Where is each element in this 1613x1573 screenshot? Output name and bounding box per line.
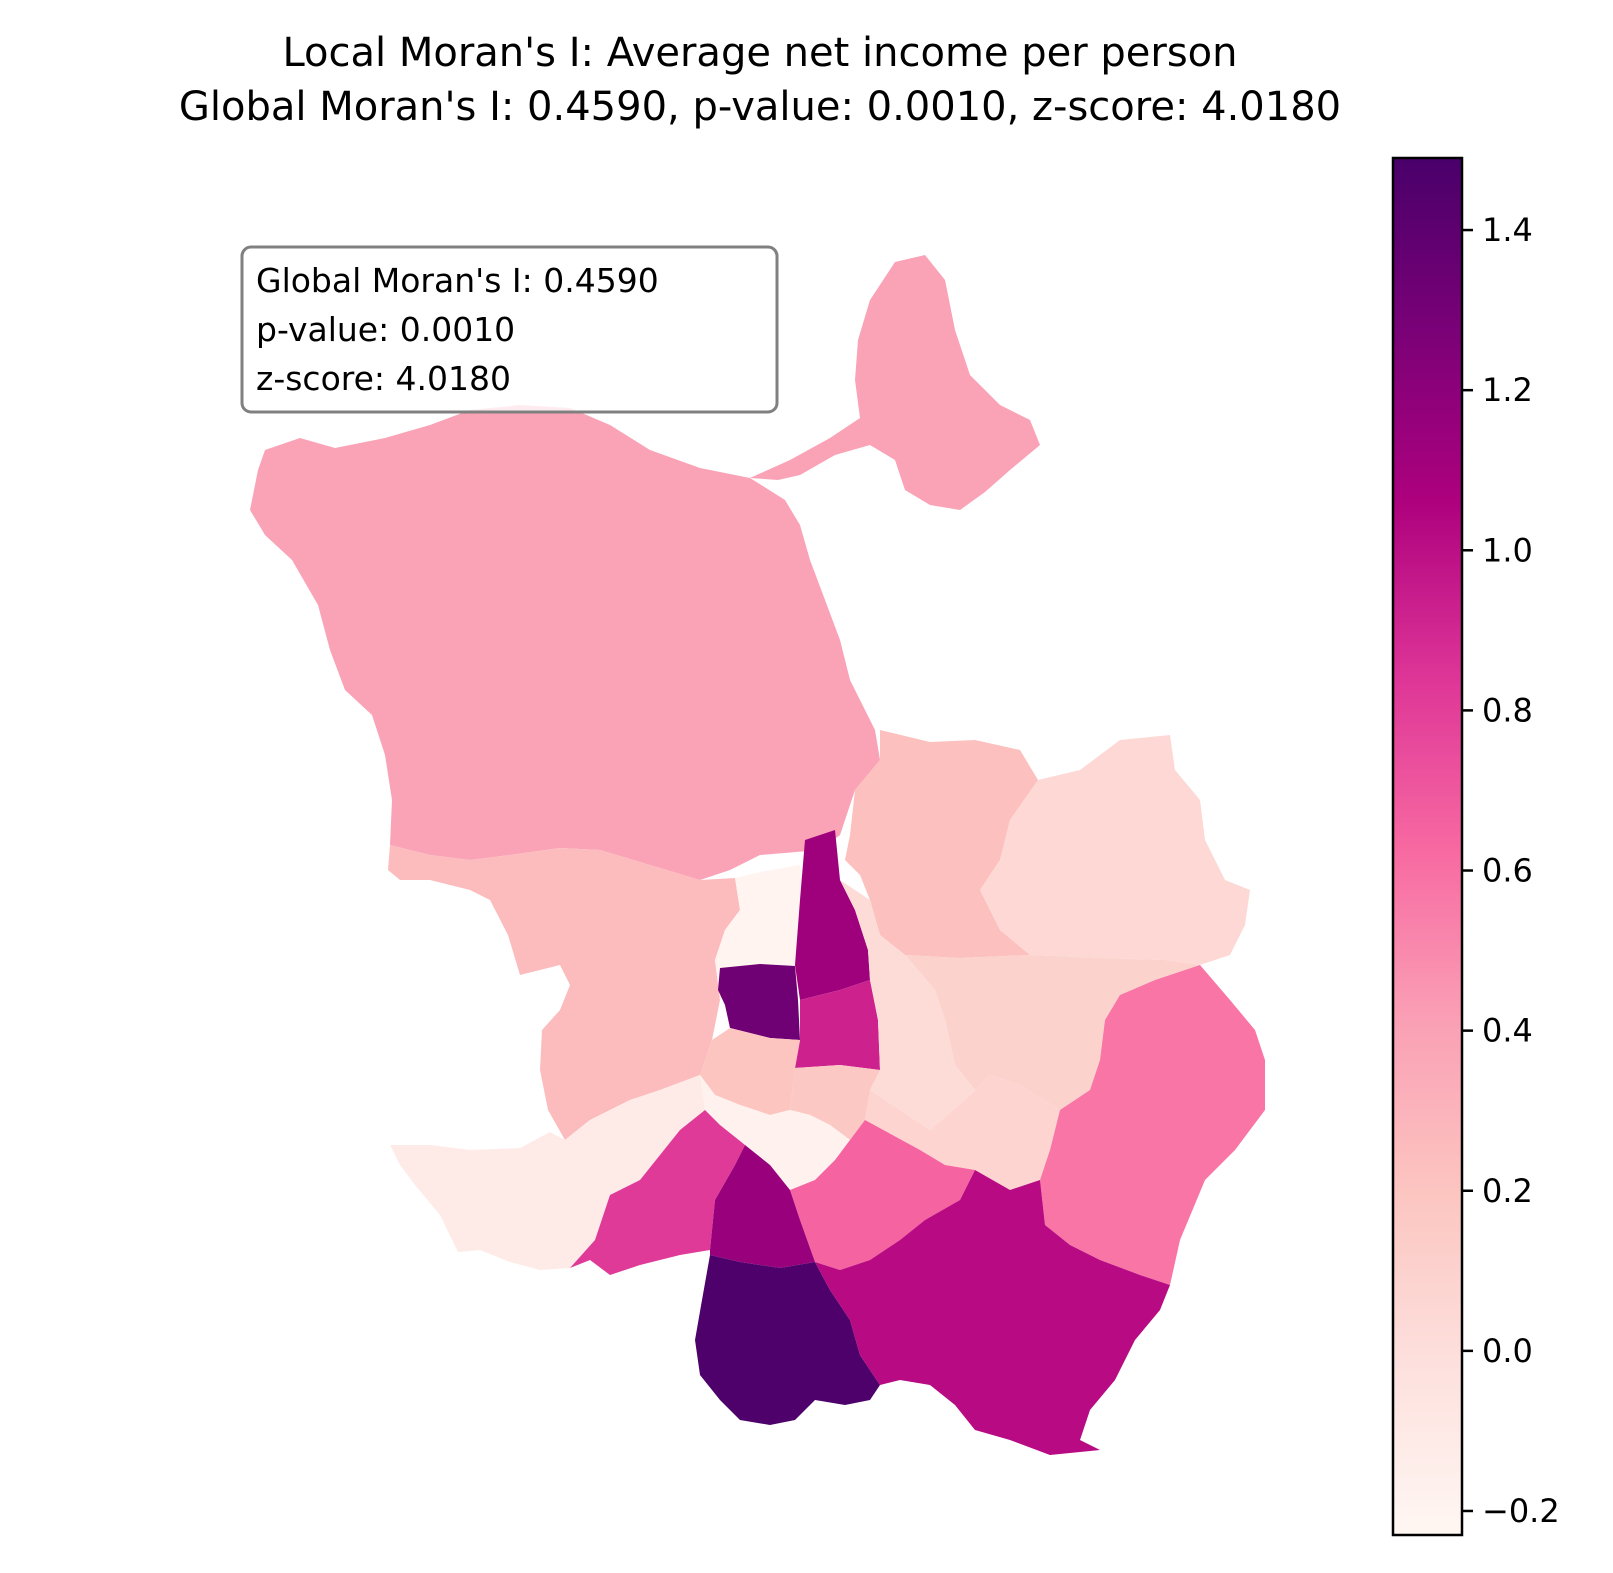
region-north-east (980, 735, 1250, 965)
region-west-central (388, 845, 740, 1140)
region-south-deep (695, 1255, 880, 1425)
region-center-small (700, 1028, 800, 1115)
colorbar-tick-label: 1.4 (1482, 211, 1533, 249)
colorbar-tick-label: 1.0 (1482, 531, 1533, 569)
region-north-east-lobe (750, 255, 1040, 510)
region-center-magenta (795, 980, 880, 1070)
region-east-central (905, 955, 1200, 1110)
region-north-central (845, 730, 1038, 958)
stats-box: Global Moran's I: 0.4590 p-value: 0.0010… (240, 245, 779, 414)
region-south-magenta (570, 1110, 745, 1275)
stats-box-moran: Global Moran's I: 0.4590 (256, 261, 659, 300)
region-south-east-pale (865, 1075, 1060, 1190)
stats-box-zscore: z-score: 4.0180 (256, 359, 511, 398)
colorbar-tick-label: −0.2 (1482, 1492, 1560, 1530)
colorbar-gradient (1391, 156, 1464, 1537)
region-south-center-white (700, 1075, 850, 1190)
region-south-center-pink (790, 1120, 975, 1270)
region-center-mid (790, 1065, 880, 1140)
region-center-dark (718, 964, 800, 1040)
colorbar-tick-label: 0.4 (1482, 1012, 1533, 1050)
colorbar-tick-label: 0.2 (1482, 1172, 1533, 1210)
region-center-strip (795, 830, 870, 1000)
region-south-purple (710, 1145, 815, 1268)
chart-title: Local Moran's I: Average net income per … (282, 30, 1237, 76)
colorbar-tick-label: 1.2 (1482, 371, 1533, 409)
colorbar-tick-label: 0.6 (1482, 852, 1533, 890)
map (250, 255, 1265, 1455)
region-east-pink (1040, 965, 1265, 1285)
region-south-east-large (815, 1170, 1170, 1455)
stats-box-pvalue: p-value: 0.0010 (256, 310, 515, 349)
colorbar-tick-label: 0.8 (1482, 691, 1533, 729)
colorbar: −0.2 0.0 0.2 0.4 0.6 0.8 1.0 1.2 1.4 (1391, 156, 1560, 1537)
colorbar-tick-label: 0.0 (1482, 1332, 1533, 1370)
stats-box-frame (240, 245, 779, 414)
region-center-east-light (840, 880, 990, 1130)
region-north-large (250, 405, 880, 880)
colorbar-ticks: −0.2 0.0 0.2 0.4 0.6 0.8 1.0 1.2 1.4 (1462, 211, 1560, 1530)
chart-subtitle: Global Moran's I: 0.4590, p-value: 0.001… (179, 84, 1341, 130)
region-south-west-white (390, 1075, 705, 1270)
